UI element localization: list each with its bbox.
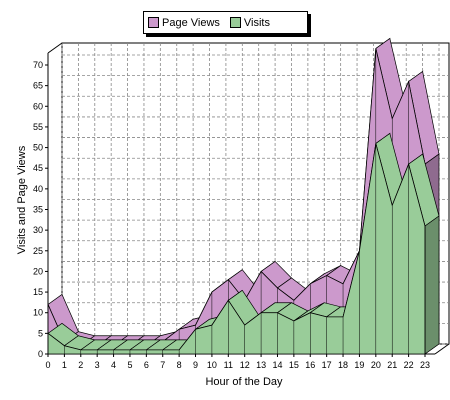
y-tick-label-2: 10 (33, 308, 43, 318)
x-tick-label-10: 10 (207, 360, 217, 370)
legend-label-page-views: Page Views (162, 16, 220, 29)
legend-item-visits: Visits (229, 16, 270, 29)
series-visits-end-face (424, 215, 440, 355)
y-tick-label-7: 35 (33, 205, 43, 215)
x-tick-label-20: 20 (371, 360, 381, 370)
x-tick-label-22: 22 (404, 360, 414, 370)
y-tick-label-1: 5 (38, 328, 43, 338)
x-tick-label-9: 9 (193, 360, 198, 370)
x-axis-title: Hour of the Day (205, 376, 283, 388)
y-tick-label-4: 20 (33, 266, 43, 276)
x-tick-label-13: 13 (256, 360, 266, 370)
legend-swatch-page-views (148, 17, 159, 28)
x-tick-label-8: 8 (177, 360, 182, 370)
x-tick-label-1: 1 (62, 360, 67, 370)
x-tick-labels: 0 1 2 3 4 5 6 7 8 9 10 11 12 13 14 15 16 17 18 19 20 21 22 23 (45, 354, 430, 370)
x-tick-label-7: 7 (160, 360, 165, 370)
y-axis-title: Visits and Page Views (16, 145, 28, 254)
y-tick-label-3: 15 (33, 287, 43, 297)
y-tick-labels: 0 5 10 15 20 25 30 35 40 45 50 55 60 65 70 (33, 60, 48, 359)
x-tick-label-15: 15 (289, 360, 299, 370)
x-tick-label-16: 16 (305, 360, 315, 370)
y-tick-label-0: 0 (38, 349, 43, 359)
x-tick-label-17: 17 (322, 360, 332, 370)
x-tick-label-0: 0 (45, 360, 50, 370)
y-tick-label-10: 50 (33, 143, 43, 153)
x-tick-label-2: 2 (78, 360, 83, 370)
series-visits (47, 132, 440, 355)
y-tick-label-13: 65 (33, 81, 43, 91)
y-tick-label-8: 40 (33, 184, 43, 194)
x-tick-label-5: 5 (127, 360, 132, 370)
x-tick-label-3: 3 (95, 360, 100, 370)
y-tick-label-5: 25 (33, 246, 43, 256)
y-tick-label-9: 45 (33, 163, 43, 173)
x-tick-label-21: 21 (387, 360, 397, 370)
x-tick-label-11: 11 (224, 360, 233, 370)
y-tick-label-6: 30 (33, 225, 43, 235)
y-tick-label-12: 60 (33, 101, 43, 111)
x-axis-depth-right (434, 343, 450, 355)
chart-legend: Page Views Visits (143, 11, 308, 34)
series-layer (47, 37, 440, 355)
y-tick-label-14: 70 (33, 60, 43, 70)
legend-item-page-views: Page Views (148, 17, 220, 29)
x-tick-label-12: 12 (240, 360, 250, 370)
y-tick-label-11: 55 (33, 122, 43, 132)
legend-swatch-visits (229, 17, 241, 28)
x-tick-label-19: 19 (354, 360, 364, 370)
y-axis-depth-top (47, 42, 63, 54)
x-tick-label-14: 14 (272, 360, 282, 370)
x-tick-label-18: 18 (338, 360, 348, 370)
x-tick-label-4: 4 (111, 360, 116, 370)
x-tick-label-23: 23 (420, 360, 430, 370)
x-tick-label-6: 6 (144, 360, 149, 370)
legend-label-visits: Visits (243, 16, 270, 29)
